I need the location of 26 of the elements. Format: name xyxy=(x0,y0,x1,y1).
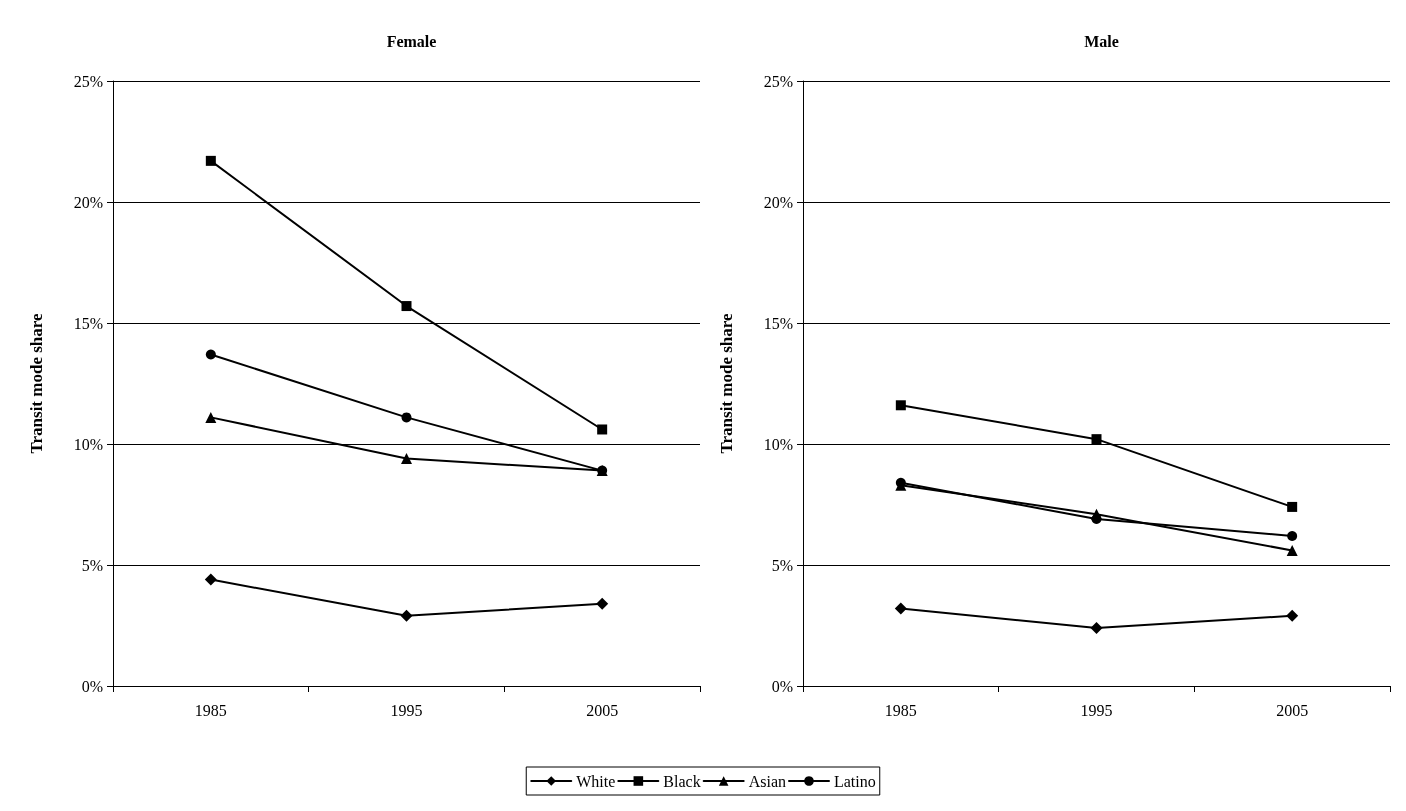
chart-title: Male xyxy=(1084,32,1119,50)
x-tick-label: 1995 xyxy=(1080,701,1113,719)
y-tick-label: 20% xyxy=(763,193,793,211)
y-axis-title: Transit mode share xyxy=(717,313,736,454)
x-tick-label: 2005 xyxy=(586,701,619,719)
chart-title: Female xyxy=(386,32,437,50)
y-tick-label: 15% xyxy=(73,314,103,332)
x-tick-label: 1985 xyxy=(194,701,227,719)
legend-label: Asian xyxy=(748,772,786,790)
y-axis-title: Transit mode share xyxy=(27,313,46,454)
y-tick-label: 25% xyxy=(73,72,103,90)
y-tick-label: 20% xyxy=(73,193,103,211)
y-tick-label: 15% xyxy=(763,314,793,332)
y-tick-label: 10% xyxy=(763,435,793,453)
legend-label: White xyxy=(576,772,616,790)
y-tick-label: 25% xyxy=(763,72,793,90)
y-tick-label: 0% xyxy=(81,677,103,695)
legend-label: Latino xyxy=(833,772,876,790)
legend-label: Black xyxy=(663,772,701,790)
y-tick-label: 5% xyxy=(81,556,103,574)
y-tick-label: 10% xyxy=(73,435,103,453)
x-tick-label: 1995 xyxy=(390,701,423,719)
x-tick-label: 1985 xyxy=(884,701,917,719)
y-tick-label: 0% xyxy=(771,677,793,695)
x-tick-label: 2005 xyxy=(1276,701,1309,719)
y-tick-label: 5% xyxy=(771,556,793,574)
